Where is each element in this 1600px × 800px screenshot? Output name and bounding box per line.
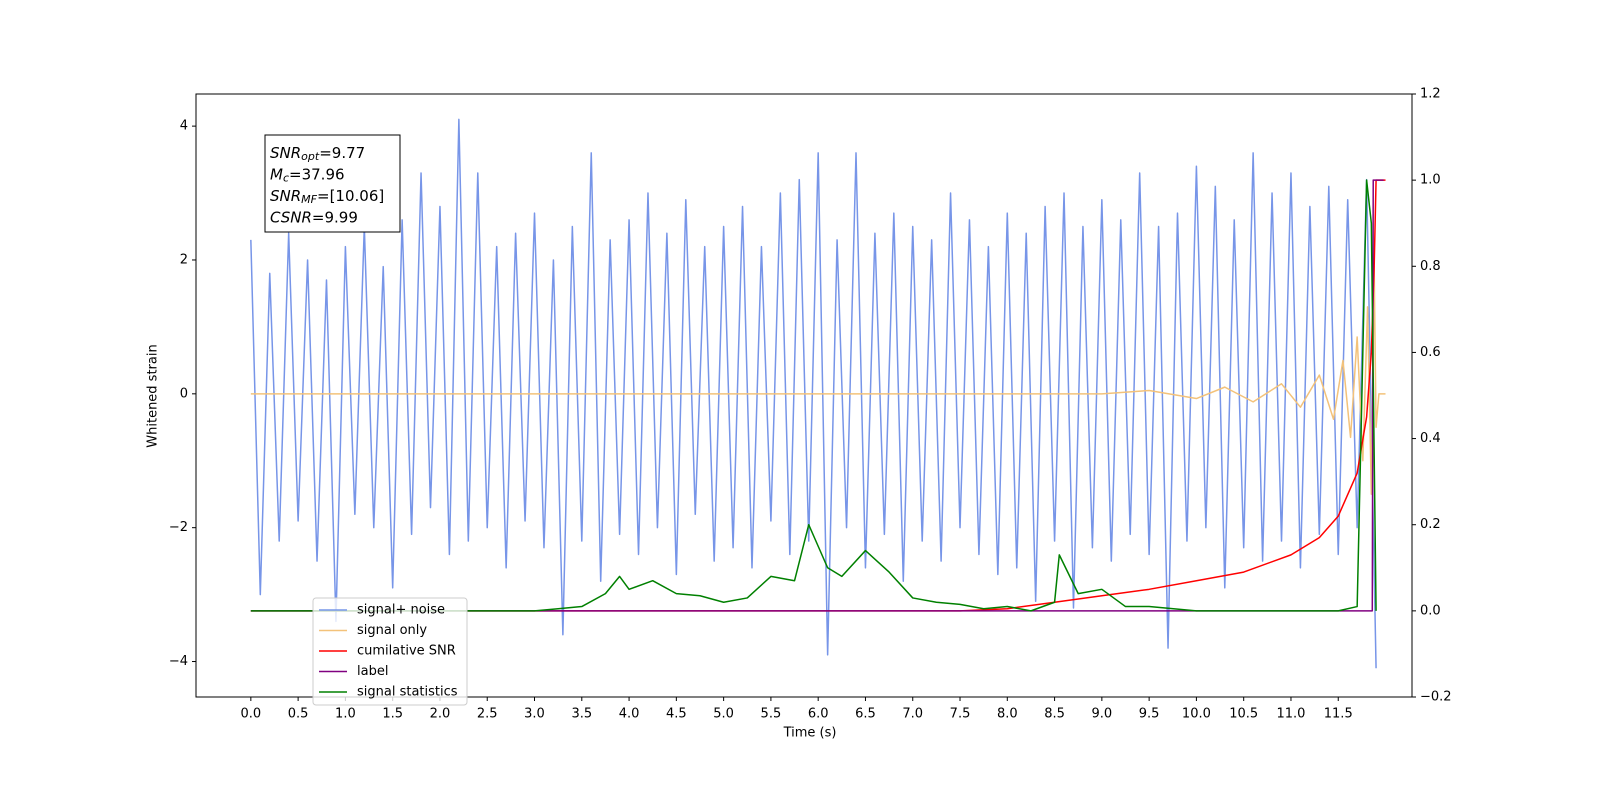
x-tick-label: 7.0 — [902, 707, 923, 722]
y-tick-label: −2 — [169, 520, 188, 535]
x-tick-label: 10.5 — [1229, 707, 1258, 722]
x-tick-label: 6.5 — [855, 707, 876, 722]
annotation-line: SNRMF=[10.06] — [270, 187, 384, 207]
annotation-rest: =9.77 — [319, 144, 365, 162]
y2-tick-label: −0.2 — [1420, 690, 1452, 705]
annotation-line: SNRopt=9.77 — [270, 144, 365, 164]
y-tick-label: 4 — [180, 119, 188, 134]
x-tick-label: 2.5 — [477, 707, 498, 722]
x-tick-label: 7.5 — [950, 707, 971, 722]
annotation-sub: c — [283, 172, 289, 185]
x-tick-label: 11.0 — [1276, 707, 1305, 722]
x-tick-label: 1.5 — [382, 707, 403, 722]
x-tick-label: 3.0 — [524, 707, 545, 722]
x-tick-label: 11.5 — [1324, 707, 1353, 722]
y2-tick-label: 0.2 — [1420, 517, 1441, 532]
x-tick-label: 8.0 — [997, 707, 1018, 722]
series-line — [250, 265, 1386, 495]
x-tick-label: 4.5 — [666, 707, 687, 722]
annotation-main: SNR — [270, 144, 301, 162]
x-tick-label: 0.0 — [240, 707, 261, 722]
series-line — [250, 118, 1377, 669]
x-tick-label: 9.0 — [1092, 707, 1113, 722]
annotation-rest: =37.96 — [289, 165, 345, 183]
x-tick-label: 9.5 — [1139, 707, 1160, 722]
annotation-main: M — [270, 165, 283, 183]
x-tick-label: 10.0 — [1182, 707, 1211, 722]
x-axis-label: Time (s) — [783, 726, 837, 741]
legend-label: signal statistics — [357, 685, 458, 700]
x-tick-label: 5.5 — [761, 707, 782, 722]
legend: signal+ noise signal only cumilative SNR la… — [312, 597, 468, 706]
legend-label: cumilative SNR — [357, 644, 456, 659]
x-tick-label: 8.5 — [1044, 707, 1065, 722]
legend-label: label — [357, 664, 388, 679]
x-tick-label: 2.0 — [430, 707, 451, 722]
y2-tick-label: 0.8 — [1420, 259, 1441, 274]
x-tick-label: 6.0 — [808, 707, 829, 722]
x-tick-label: 5.0 — [713, 707, 734, 722]
annotation-main: CSNR — [270, 208, 312, 226]
annotation-rest: =[10.06] — [317, 187, 384, 205]
legend-label: signal+ noise — [357, 603, 445, 618]
x-tick-label: 1.0 — [335, 707, 356, 722]
legend-box — [312, 597, 468, 706]
annotation-line: Mc=37.96 — [270, 165, 345, 185]
annotation-sub: MF — [301, 193, 317, 206]
y-tick-label: 2 — [180, 252, 188, 267]
y-tick-label: 0 — [180, 386, 188, 401]
y-tick-label: −4 — [169, 654, 188, 669]
y2-tick-label: 0.6 — [1420, 345, 1441, 360]
annotation-sub: opt — [301, 150, 320, 163]
annotation-box — [264, 134, 401, 233]
x-tick-label: 4.0 — [619, 707, 640, 722]
y-axis-label: Whitened strain — [146, 344, 161, 447]
y2-tick-label: 0.4 — [1420, 431, 1441, 446]
plot-area — [250, 118, 1386, 669]
annotation-rest: =9.99 — [312, 208, 358, 226]
y2-tick-label: 1.0 — [1420, 173, 1441, 188]
annotation-main: SNR — [270, 187, 301, 205]
annotation-line: CSNR=9.99 — [270, 208, 358, 226]
y2-tick-label: 0.0 — [1420, 603, 1441, 618]
series-line — [250, 179, 1377, 612]
axes-frame — [195, 93, 1413, 698]
y2-tick-label: 1.2 — [1420, 87, 1441, 102]
legend-label: signal only — [357, 623, 427, 638]
x-tick-label: 3.5 — [571, 707, 592, 722]
annotation: SNRopt=9.77Mc=37.96SNRMF=[10.06]CSNR=9.9… — [264, 134, 401, 233]
x-tick-label: 0.5 — [288, 707, 309, 722]
